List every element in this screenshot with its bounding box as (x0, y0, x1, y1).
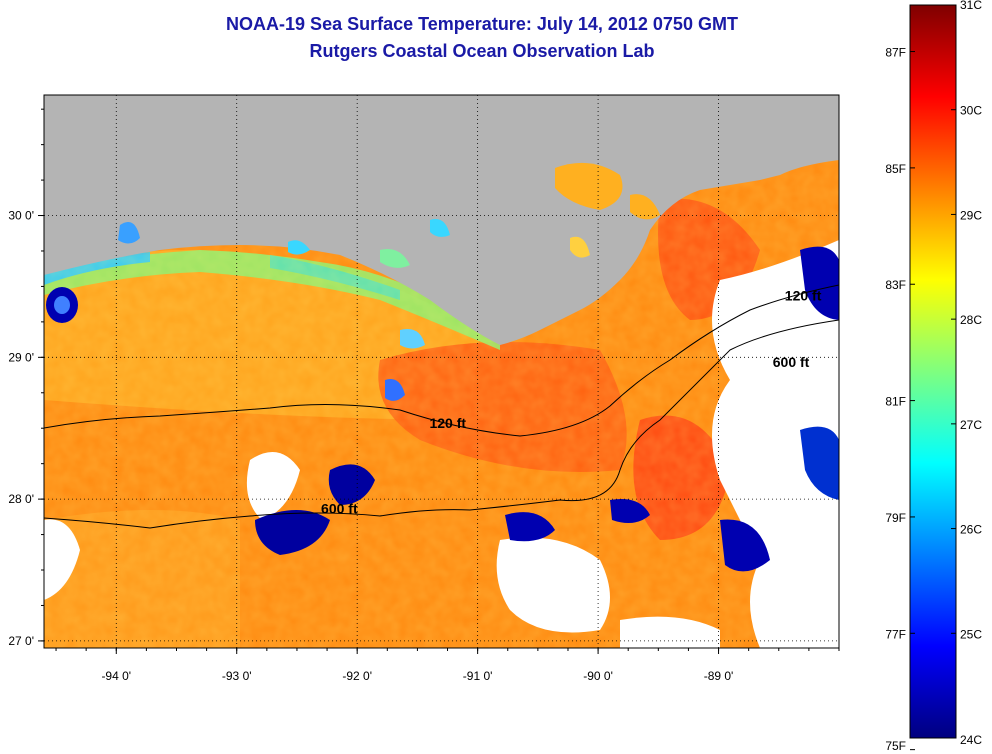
x-tick-label: -91 0' (463, 669, 493, 683)
x-tick-label: -93 0' (222, 669, 252, 683)
colorbar-ticks (910, 4, 956, 751)
colorbar-celsius-label: 31C (960, 0, 982, 12)
colorbar (909, 4, 957, 739)
y-axis-labels: 30 0' 29 0' 28 0' 27 0' (8, 209, 34, 648)
colorbar-celsius-labels: 31C 30C 29C 28C 27C 26C 25C 24C (960, 0, 982, 747)
colorbar-fahrenheit-label: 77F (885, 627, 906, 641)
contour-label: 600 ft (773, 354, 810, 370)
colorbar-fahrenheit-label: 85F (885, 162, 906, 176)
colorbar-fahrenheit-labels: 87F 85F 83F 81F 79F 77F 75F (885, 46, 906, 753)
colorbar-celsius-label: 26C (960, 523, 982, 537)
colorbar-celsius-label: 28C (960, 313, 982, 327)
contour-label: 120 ft (429, 415, 466, 431)
sst-image: 120 ft 600 ft 600 ft 120 ft (44, 95, 839, 648)
axis-ticks (38, 108, 840, 654)
colorbar-celsius-label: 25C (960, 627, 982, 641)
contour-120ft (44, 284, 839, 437)
cloud-mask-east (712, 240, 839, 648)
map-title: NOAA-19 Sea Surface Temperature: July 14… (226, 14, 738, 34)
colorbar-fahrenheit-label: 83F (885, 278, 906, 292)
y-tick-label: 27 0' (8, 634, 34, 648)
contour-label: 120 ft (785, 288, 822, 304)
colorbar-fahrenheit-label: 87F (885, 46, 906, 60)
y-tick-label: 28 0' (8, 492, 34, 506)
x-tick-label: -90 0' (583, 669, 613, 683)
colorbar-celsius-label: 30C (960, 104, 982, 118)
colorbar-fahrenheit-label: 75F (885, 739, 906, 753)
y-tick-label: 30 0' (8, 209, 34, 223)
contour-label: 600 ft (321, 500, 358, 516)
land-louisiana (44, 95, 839, 345)
colorbar-celsius-label: 29C (960, 208, 982, 222)
x-tick-label: -94 0' (101, 669, 131, 683)
contour-600ft (44, 319, 839, 529)
x-tick-label: -92 0' (342, 669, 372, 683)
colorbar-fahrenheit-label: 79F (885, 511, 906, 525)
colorbar-celsius-label: 27C (960, 418, 982, 432)
colorbar-celsius-label: 24C (960, 733, 982, 747)
colorbar-fahrenheit-label: 81F (885, 395, 906, 409)
x-tick-label: -89 0' (704, 669, 734, 683)
map-subtitle: Rutgers Coastal Ocean Observation Lab (309, 41, 655, 61)
graticule (44, 95, 839, 648)
y-tick-label: 29 0' (8, 350, 34, 364)
x-axis-labels: -94 0' -93 0' -92 0' -91 0' -90 0' -89 0' (101, 669, 733, 683)
map-frame (43, 94, 840, 649)
